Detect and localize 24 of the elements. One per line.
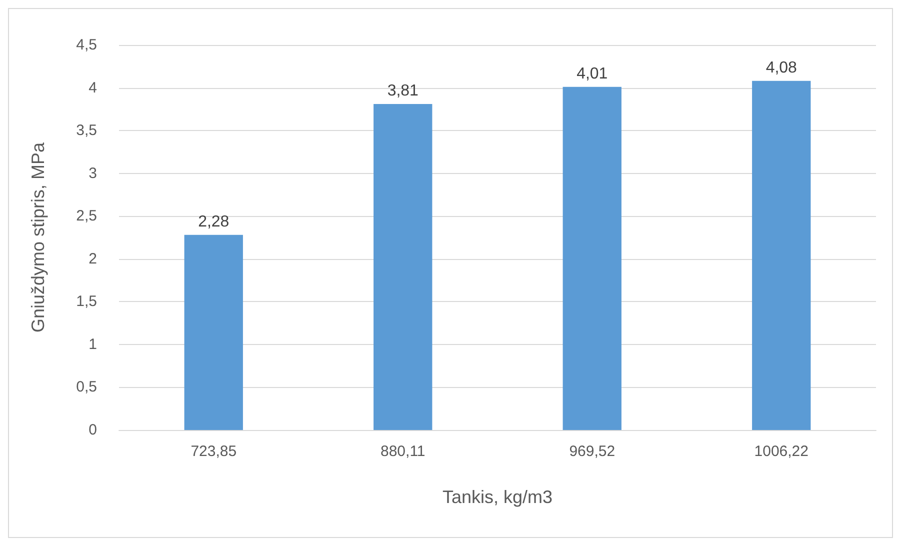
- y-tick-label: 1,5: [76, 293, 97, 310]
- y-tick-label: 2,5: [76, 208, 97, 225]
- y-axis-title: Gniuždymo stipris, MPa: [28, 141, 48, 333]
- y-tick-label: 3: [88, 164, 97, 182]
- x-tick-label: 723,85: [190, 443, 237, 460]
- data-label: 4,08: [766, 59, 798, 76]
- bar: [752, 80, 811, 430]
- data-label: 4,01: [576, 65, 608, 82]
- x-tick-label: 1006,22: [754, 443, 808, 460]
- x-axis-title: Tankis, kg/m3: [442, 487, 553, 507]
- x-tick-label: 880,11: [380, 443, 426, 460]
- y-tick-label: 1: [88, 336, 97, 353]
- y-tick-label: 4: [88, 79, 97, 96]
- y-tick-label: 2: [88, 250, 97, 268]
- data-label: 2,28: [198, 213, 230, 230]
- x-tick-label: 969,52: [569, 443, 616, 460]
- data-label: 3,81: [387, 82, 419, 100]
- bar: [374, 104, 432, 430]
- y-tick-label: 0,5: [76, 378, 97, 396]
- bar: [562, 86, 622, 430]
- y-tick-label: 4,5: [76, 36, 97, 54]
- y-tick-label: 3,5: [76, 122, 97, 140]
- bar: [184, 234, 243, 430]
- y-tick-label: 0: [88, 422, 97, 438]
